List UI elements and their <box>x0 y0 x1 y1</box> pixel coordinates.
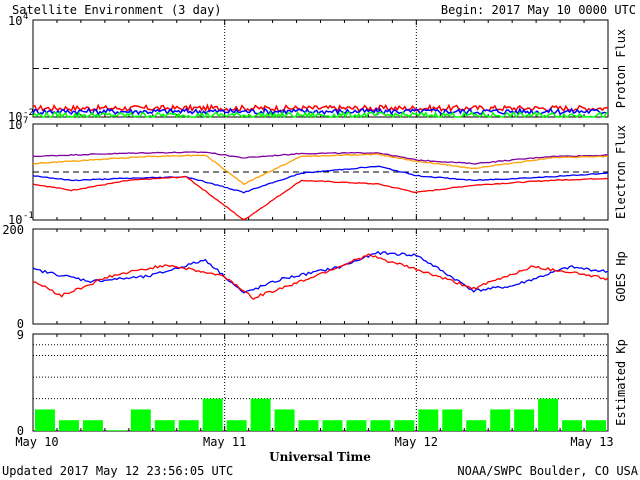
series-line-1 <box>32 250 609 294</box>
kp-bar <box>538 398 559 431</box>
kp-bar <box>250 398 271 431</box>
updated-timestamp: Updated 2017 May 12 23:56:05 UTC <box>2 464 233 478</box>
proton-flux-frame <box>32 19 609 118</box>
credit-text: NOAA/SWPC Boulder, CO USA <box>457 464 638 478</box>
series-line-1 <box>32 103 609 114</box>
y-tick-exponent: -1 <box>23 211 34 221</box>
series-line-2 <box>32 106 609 116</box>
x-tick-label: May 11 <box>203 435 246 449</box>
kp-bar <box>466 420 487 431</box>
begin-time: Begin: 2017 May 10 0000 UTC <box>441 3 636 17</box>
kp-bar <box>130 409 151 431</box>
kp-bar <box>370 420 391 431</box>
y-tick-label: 10 <box>8 110 22 124</box>
y-tick-label: 10 <box>8 118 22 132</box>
y-tick-exponent: -2 <box>23 108 34 118</box>
x-tick-label: May 13 <box>570 435 613 449</box>
series-line-2 <box>32 253 609 301</box>
kp-bar <box>202 398 223 431</box>
kp-bar <box>562 420 583 431</box>
y-tick-label: 0 <box>17 424 24 438</box>
chart-title: Satellite Environment (3 day) <box>12 3 222 17</box>
kp-bar <box>226 420 247 431</box>
y-tick-label: 10 <box>8 14 22 28</box>
kp-bar <box>418 409 439 431</box>
y-tick-label: 9 <box>17 328 24 342</box>
kp-bar <box>35 409 55 431</box>
kp-bar <box>394 420 415 431</box>
electron-flux-axis-label: Electron Flux <box>614 125 628 219</box>
kp-bar <box>178 420 199 431</box>
kp-bar <box>82 420 103 431</box>
kp-bar <box>106 430 127 431</box>
kp-bar <box>586 420 606 431</box>
series-line-2 <box>32 153 609 186</box>
goes-hp-panel: 200 0 GOES Hp <box>2 223 628 331</box>
kp-bar <box>154 420 175 431</box>
series-line-4 <box>32 175 609 221</box>
kp-bar <box>274 409 295 431</box>
kp-bar <box>442 409 463 431</box>
kp-bar <box>58 420 79 431</box>
y-tick-exponent: 4 <box>23 12 28 22</box>
series-line-3 <box>32 165 609 194</box>
electron-flux-panel: 10 710 -1 Electron Flux <box>8 116 628 227</box>
goes-hp-axis-label: GOES Hp <box>614 251 628 302</box>
x-axis-label: Universal Time <box>269 450 371 464</box>
y-tick-label: 200 <box>2 223 24 237</box>
y-tick-label: 10 <box>8 213 22 227</box>
series-line-3 <box>32 110 608 119</box>
y-tick-label: 0 <box>17 317 24 331</box>
proton-flux-axis-label: Proton Flux <box>614 29 628 108</box>
kp-bar <box>322 420 343 431</box>
kp-bar <box>490 409 511 431</box>
kp-bar <box>514 409 535 431</box>
estimated-kp-panel: 9 0 Estimated Kp May 10 May 11 May 12 May 13 <box>15 328 628 449</box>
kp-bar <box>298 420 319 431</box>
estimated-kp-axis-label: Estimated Kp <box>614 339 628 426</box>
series-line-1 <box>32 151 609 165</box>
y-tick-exponent: 7 <box>23 116 28 126</box>
goes-hp-frame <box>32 228 609 325</box>
x-tick-label: May 12 <box>395 435 438 449</box>
x-tick-label: May 10 <box>15 435 58 449</box>
kp-bar <box>346 420 367 431</box>
